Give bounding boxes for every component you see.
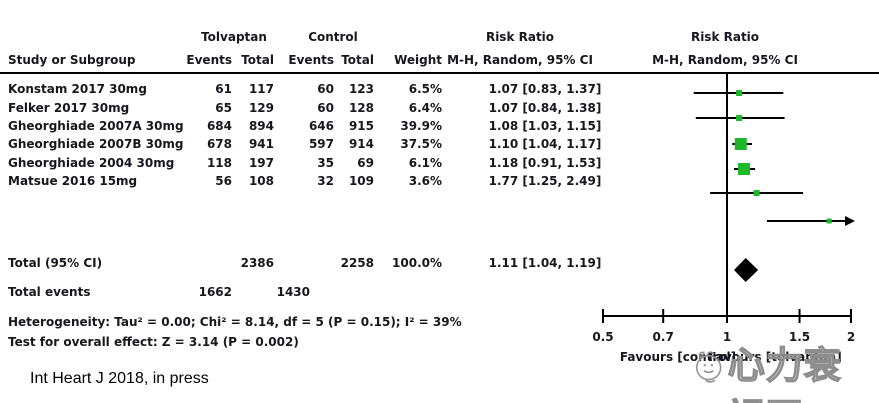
watermark-logo-icon: [695, 351, 722, 383]
total-tolvaptan: 117: [248, 82, 274, 96]
x-tick-label: 0.7: [653, 330, 674, 344]
ci-arrow-right-icon: [845, 216, 855, 226]
column-header-events-control: Events: [288, 53, 334, 67]
total-events-label: Total events: [8, 285, 91, 299]
risk-ratio-column-header: Risk Ratio: [485, 30, 555, 44]
column-header-total-control: Total: [341, 53, 374, 67]
x-tick-label: 2: [847, 330, 855, 344]
plot-header-mh-ci: M-H, Random, 95% CI: [652, 53, 798, 67]
events-tolvaptan: 61: [215, 82, 232, 96]
events-tolvaptan: 684: [206, 119, 232, 133]
study-name: Gheorghiade 2007B 30mg: [8, 137, 184, 151]
weight: 6.1%: [408, 156, 442, 170]
column-header-study: Study or Subgroup: [8, 53, 136, 67]
total-events-tolvaptan: 1662: [198, 285, 232, 299]
events-control: 646: [308, 119, 334, 133]
total-tolvaptan: 941: [248, 137, 274, 151]
total-tolvaptan: 108: [248, 174, 274, 188]
events-control: 597: [308, 137, 334, 151]
weight: 6.4%: [408, 101, 442, 115]
risk-ratio-ci: 1.08 [1.03, 1.15]: [488, 119, 602, 133]
study-name: Konstam 2017 30mg: [8, 82, 147, 96]
summary-diamond: [734, 258, 759, 282]
total-control: 914: [348, 137, 374, 151]
events-tolvaptan: 65: [215, 101, 232, 115]
study-point-square: [736, 115, 743, 121]
weight: 3.6%: [408, 174, 442, 188]
risk-ratio-ci: 1.10 [1.04, 1.17]: [488, 137, 602, 151]
events-tolvaptan: 118: [206, 156, 232, 170]
total-tolvaptan: 129: [248, 101, 274, 115]
events-control: 35: [317, 156, 334, 170]
total-n-control: 2258: [340, 256, 374, 270]
study-name: Gheorghiade 2004 30mg: [8, 156, 175, 170]
risk-ratio-ci: 1.77 [1.25, 2.49]: [488, 174, 602, 188]
favours-left-label: Favours [control]: [619, 350, 737, 364]
weight: 39.9%: [400, 119, 442, 133]
total-risk-ratio-ci: 1.11 [1.04, 1.19]: [488, 256, 602, 270]
study-point-square: [826, 218, 832, 224]
overall-effect-stats: Test for overall effect: Z = 3.14 (P = 0…: [8, 335, 299, 349]
watermark-text: 心力衰竭网: [727, 343, 842, 403]
study-name: Matsue 2016 15mg: [8, 174, 138, 188]
events-control: 32: [317, 174, 334, 188]
total-tolvaptan: 894: [248, 119, 274, 133]
total-tolvaptan: 197: [248, 156, 274, 170]
column-header-weight: Weight: [394, 53, 442, 67]
total-control: 128: [348, 101, 374, 115]
risk-ratio-ci: 1.18 [0.91, 1.53]: [488, 156, 602, 170]
risk-ratio-ci: 1.07 [0.83, 1.37]: [488, 82, 602, 96]
column-header-total-tolvaptan: Total: [241, 53, 274, 67]
total-events-control: 1430: [276, 285, 310, 299]
group-header-tolvaptan: Tolvaptan: [201, 30, 267, 44]
column-header-mh-ci: M-H, Random, 95% CI: [447, 53, 593, 67]
total-n-tolvaptan: 2386: [240, 256, 274, 270]
favours-right-label: Favours [tolvaptan]: [708, 350, 842, 364]
total-control: 123: [348, 82, 374, 96]
events-control: 60: [317, 101, 334, 115]
study-name: Felker 2017 30mg: [8, 101, 130, 115]
column-header-events-tolvaptan: Events: [186, 53, 232, 67]
figure-caption: Int Heart J 2018, in press: [30, 370, 209, 387]
header-divider-line: [0, 72, 879, 74]
events-tolvaptan: 678: [206, 137, 232, 151]
x-tick-label: 1: [723, 330, 731, 344]
study-point-square: [734, 138, 747, 150]
events-control: 60: [317, 82, 334, 96]
group-header-control: Control: [308, 30, 358, 44]
weight: 37.5%: [400, 137, 442, 151]
study-point-square: [753, 190, 760, 196]
total-control: 69: [357, 156, 374, 170]
study-name: Gheorghiade 2007A 30mg: [8, 119, 184, 133]
heterogeneity-stats: Heterogeneity: Tau² = 0.00; Chi² = 8.14,…: [8, 315, 462, 329]
total-weight: 100.0%: [392, 256, 442, 270]
study-point-square: [736, 90, 743, 96]
x-tick-label: 0.5: [592, 330, 613, 344]
x-tick-label: 1.5: [789, 330, 810, 344]
total-label: Total (95% CI): [8, 256, 103, 270]
risk-ratio-ci: 1.07 [0.84, 1.38]: [488, 101, 602, 115]
weight: 6.5%: [408, 82, 442, 96]
watermark: 心力衰竭网: [688, 340, 879, 403]
risk-ratio-plot-header: Risk Ratio: [690, 30, 760, 44]
events-tolvaptan: 56: [215, 174, 232, 188]
study-point-square: [738, 163, 751, 175]
total-control: 915: [348, 119, 374, 133]
total-control: 109: [348, 174, 374, 188]
